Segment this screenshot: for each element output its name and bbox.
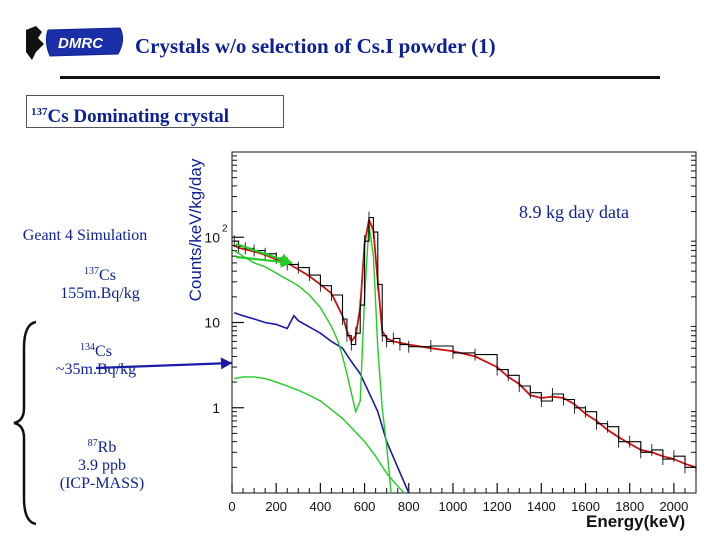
data-note: 8.9 kg day data [519, 202, 629, 222]
svg-text:DMRC: DMRC [58, 35, 104, 52]
x-tick-label: 200 [265, 499, 287, 514]
dmrc-logo: DMRC [22, 22, 127, 66]
title-divider [60, 76, 660, 79]
x-tick-label: 1200 [483, 499, 512, 514]
simulation-label: Geant 4 Simulation [22, 227, 148, 244]
x-tick-label: 2000 [659, 499, 688, 514]
x-tick-label: 800 [398, 499, 420, 514]
x-tick-label: 1600 [571, 499, 600, 514]
y-tick-exponent: 2 [222, 223, 228, 234]
arrow-to-cs137-lower-head [280, 255, 292, 268]
cs134-label: 134Cs ~35m.Bq/kg [55, 342, 137, 378]
y-axis-label: Counts/keV/kg/day [186, 158, 205, 302]
dominating-crystal-label: 137Cs Dominating crystal [26, 95, 284, 128]
x-axis-label: Energy(keV) [586, 512, 686, 531]
x-tick-label: 1800 [615, 499, 644, 514]
x-tick-label: 1000 [438, 499, 467, 514]
brace-icon [13, 320, 37, 526]
x-tick-label: 1400 [527, 499, 556, 514]
cs137-label: 137Cs 155m.Bq/kg [60, 266, 140, 302]
y-tick-label: 1 [212, 400, 220, 416]
y-tick-label: 10 [204, 229, 220, 245]
series-rb87-line [234, 376, 405, 494]
series-cs134-line [233, 312, 410, 494]
x-tick-label: 600 [354, 499, 376, 514]
series-total-line [233, 216, 697, 469]
page-title: Crystals w/o selection of Cs.I powder (1… [135, 34, 496, 58]
x-tick-label: 0 [228, 499, 235, 514]
arrow-to-cs134-head [220, 357, 232, 370]
rb87-label: 87Rb 3.9 ppb (ICP-MASS) [59, 438, 145, 492]
series-data-line [234, 217, 697, 472]
series-cs137-line [233, 224, 392, 494]
x-tick-label: 400 [310, 499, 332, 514]
y-tick-label: 10 [204, 315, 220, 331]
arrow-to-cs134-shaft [95, 361, 233, 370]
